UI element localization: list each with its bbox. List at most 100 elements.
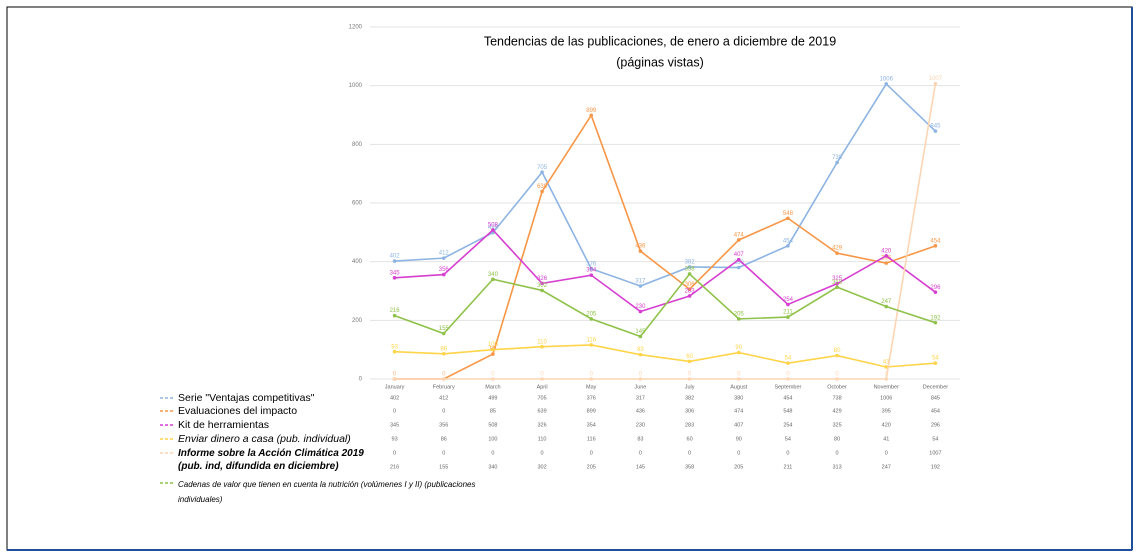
y-tick-label: 0	[359, 377, 363, 383]
point	[638, 352, 643, 357]
table-cell: 254	[783, 422, 792, 428]
table-cell: 508	[488, 422, 497, 428]
table-cell: 41	[883, 436, 889, 442]
table-cell: 247	[882, 464, 891, 470]
legend-label: Cadenas de valor que tienen en cuenta la…	[178, 480, 476, 504]
data-label: 508	[488, 223, 499, 229]
point	[491, 347, 495, 352]
point	[638, 309, 643, 314]
table-cell: 83	[637, 436, 643, 442]
table-cell: 54	[785, 436, 791, 442]
table-cell: 283	[685, 422, 694, 428]
point	[687, 359, 692, 364]
data-label: 83	[637, 347, 644, 353]
point	[884, 254, 889, 258]
point	[589, 113, 594, 118]
point	[933, 361, 938, 365]
point	[736, 257, 741, 262]
point	[540, 189, 544, 194]
x-tick-label: April	[537, 384, 548, 390]
x-tick-label: November	[874, 384, 900, 390]
point	[441, 256, 446, 260]
point	[933, 244, 938, 248]
y-tick-label: 1200	[349, 25, 363, 31]
table-cell: 86	[441, 436, 447, 442]
data-label: 402	[390, 254, 401, 260]
chart-subtitle: (páginas vistas)	[616, 55, 704, 69]
point	[835, 285, 839, 289]
point	[491, 352, 495, 356]
data-label: 80	[834, 348, 841, 354]
point	[786, 361, 790, 365]
table-cell: 313	[832, 464, 841, 470]
legend-label: Enviar dinero a casa (pub. individual)	[178, 433, 351, 445]
table-cell: 80	[834, 436, 840, 442]
point	[491, 228, 495, 232]
point	[491, 377, 495, 381]
y-tick-label: 200	[352, 318, 363, 324]
data-label: 145	[635, 329, 646, 335]
point	[884, 304, 889, 309]
table-cell: 0	[786, 450, 789, 456]
data-label: 100	[488, 342, 499, 348]
point	[835, 281, 839, 286]
point	[933, 81, 938, 86]
point	[687, 377, 692, 381]
table-cell: 345	[390, 422, 399, 428]
data-label: 0	[835, 372, 839, 378]
point	[687, 265, 692, 269]
data-label: 639	[537, 184, 548, 190]
table-cell: 376	[587, 395, 596, 401]
data-label: 382	[685, 260, 696, 266]
table-cell: 110	[538, 436, 547, 442]
data-label: 41	[883, 360, 890, 366]
data-label: 0	[393, 372, 397, 378]
table-cell: 325	[832, 422, 841, 428]
point	[884, 365, 889, 369]
data-label: 474	[734, 233, 745, 239]
point	[687, 287, 692, 292]
point	[786, 244, 790, 248]
data-label: 738	[832, 155, 843, 161]
point	[736, 350, 741, 355]
table-cell: 211	[784, 464, 793, 470]
data-label: 0	[590, 372, 594, 378]
x-tick-label: September	[774, 384, 801, 390]
point	[441, 377, 446, 381]
data-label: 86	[440, 346, 447, 352]
chart-title: Tendencias de las publicaciones, de ener…	[484, 34, 836, 48]
x-tick-label: October	[827, 384, 847, 390]
table-cell: 738	[832, 395, 841, 401]
table-cell: 0	[442, 408, 445, 414]
data-label: 296	[930, 285, 941, 291]
series-line	[394, 113, 936, 380]
x-tick-label: January	[385, 384, 405, 390]
data-label: 306	[685, 282, 696, 288]
table-cell: 0	[541, 450, 544, 456]
data-label: 454	[783, 238, 794, 244]
table-cell: 354	[587, 422, 596, 428]
data-label: 356	[439, 267, 450, 273]
point	[540, 344, 544, 349]
data-label: 325	[832, 276, 843, 282]
x-tick-label: May	[586, 384, 597, 390]
point	[392, 313, 397, 318]
point	[589, 273, 594, 277]
table-cell: 382	[685, 395, 694, 401]
series-line	[394, 344, 936, 368]
legend-label: Informe sobre la Acción Climática 2019 (…	[178, 448, 364, 472]
table-cell: 358	[685, 464, 694, 470]
table-cell: 0	[393, 408, 396, 414]
data-label: 1007	[929, 76, 943, 82]
series-line	[394, 272, 936, 338]
data-label: 420	[881, 248, 892, 254]
data-label: 313	[832, 280, 843, 286]
table-cell: 230	[636, 422, 645, 428]
data-label: 205	[734, 311, 745, 317]
point	[638, 284, 643, 288]
point	[736, 377, 741, 381]
point	[589, 377, 594, 381]
table-cell: 302	[537, 464, 546, 470]
point	[441, 331, 446, 336]
data-label: 216	[390, 308, 401, 314]
